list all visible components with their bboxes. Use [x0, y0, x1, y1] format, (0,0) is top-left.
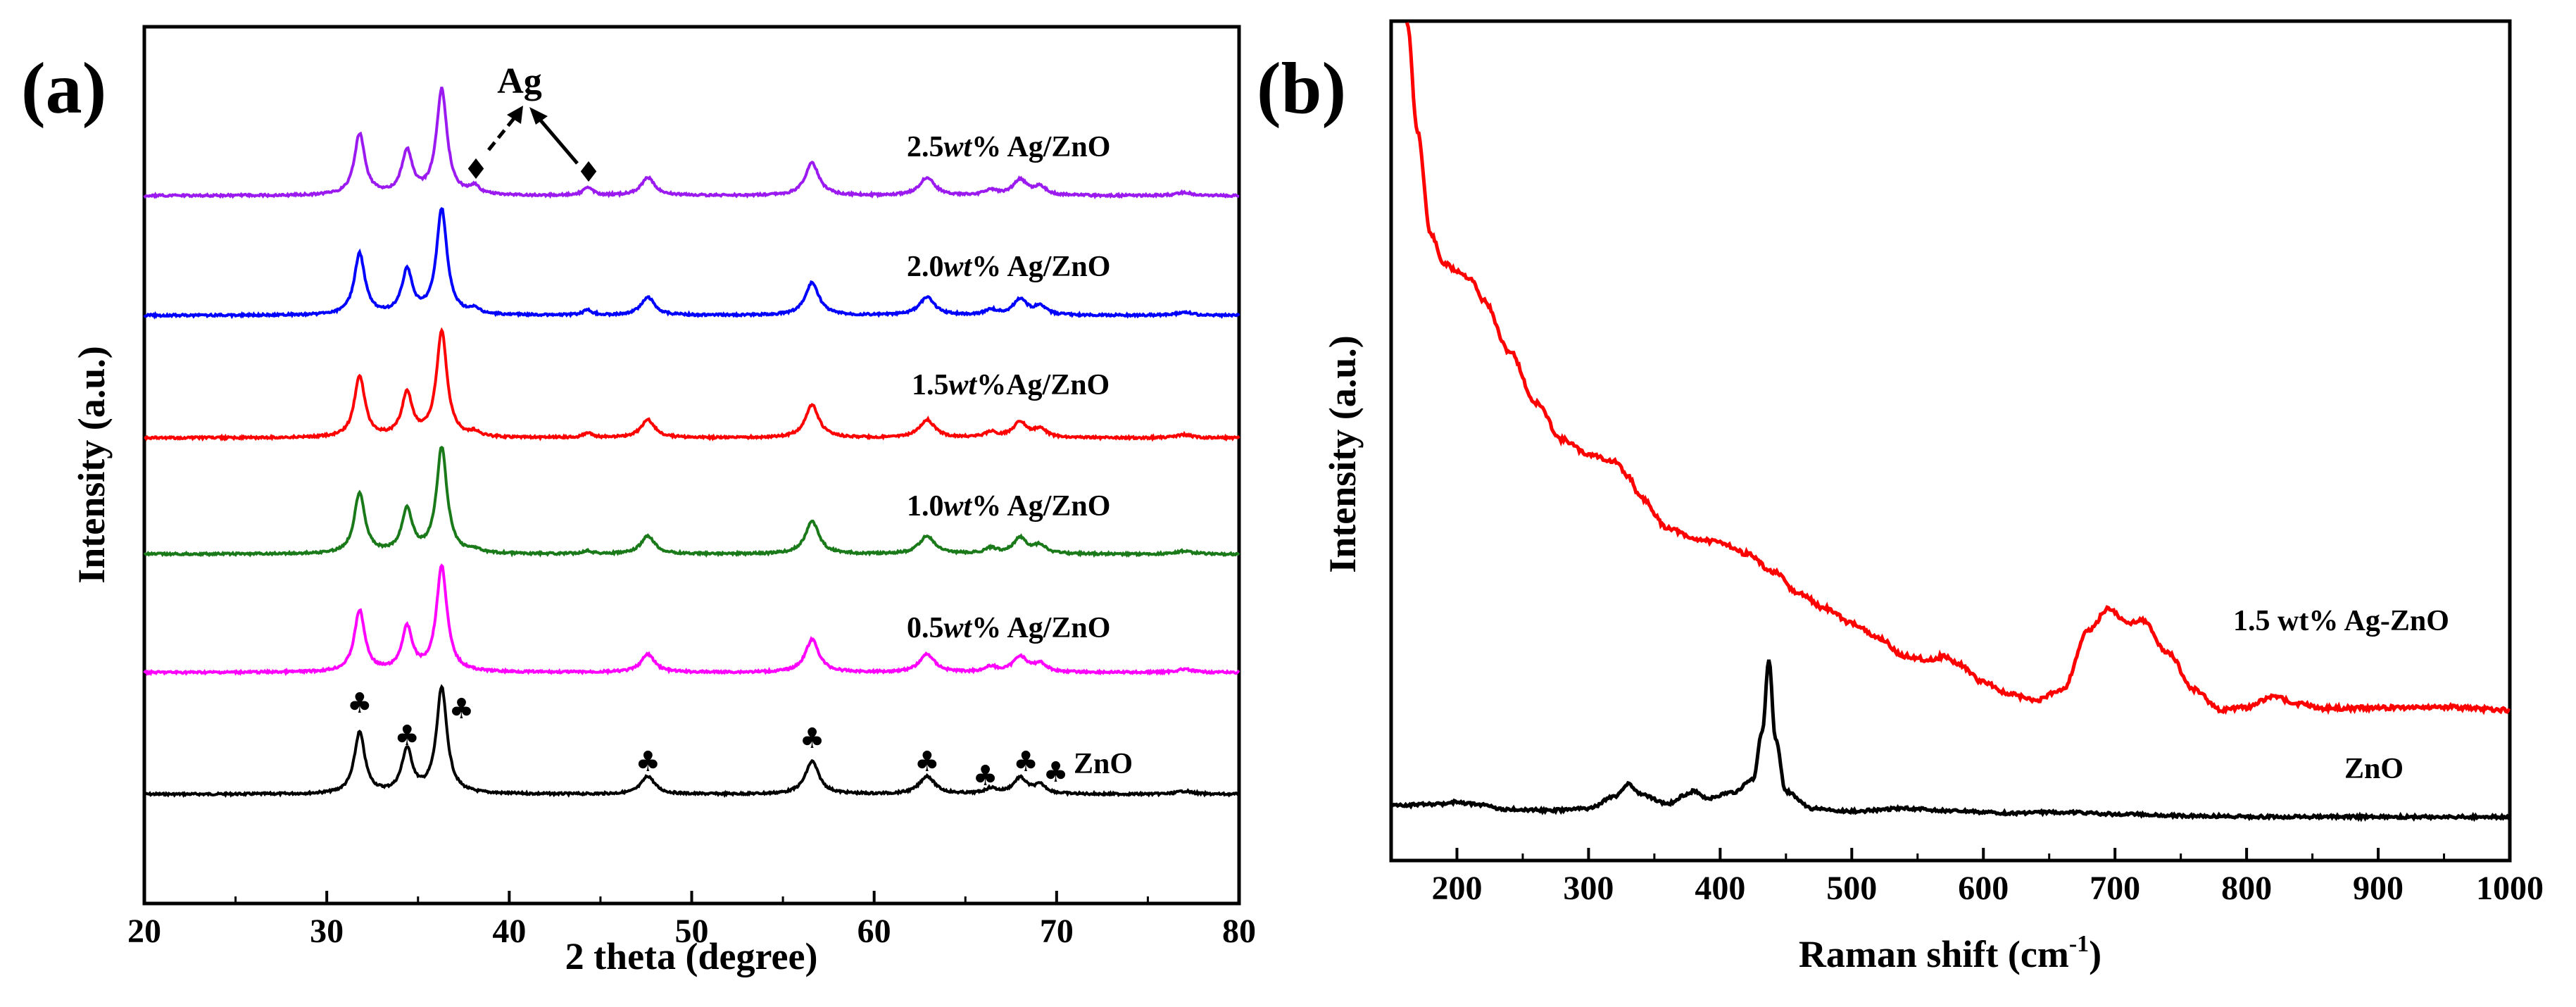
panel-a-y-axis-title: Intensity (a.u.) — [70, 346, 113, 584]
panel-a-tag: (a) — [21, 48, 106, 129]
panel-a-x-tick-label: 20 — [127, 913, 161, 950]
zno-peak-marker: ♣ — [973, 760, 998, 792]
panel-b-x-tick-label: 500 — [1826, 870, 1877, 907]
ag-peak-marker: ♦ — [576, 156, 601, 189]
panel-a-x-tick-label: 30 — [310, 913, 344, 950]
panel-a-x-tick-label: 60 — [857, 913, 891, 950]
ag-annotation-label: Ag — [497, 61, 542, 101]
panel-b-x-tick-label: 400 — [1695, 870, 1745, 907]
panel-b-y-axis-title: Intensity (a.u.) — [1321, 335, 1364, 573]
panel-b-x-tick-label: 1000 — [2476, 870, 2544, 907]
ag-arrow-right — [535, 114, 579, 165]
panel-b: (b) 200 300 400 500 600 700 800 900 1000 1.5 wt%… — [1257, 19, 2544, 975]
panel-a-series — [143, 87, 1240, 799]
zno-peak-marker: ♣ — [347, 687, 372, 720]
ag-peak-marker: ♦ — [463, 154, 489, 186]
xrd-series-label: 1.5wt%Ag/ZnO — [912, 369, 1110, 401]
xrd-series-label: 1.0wt% Ag/ZnO — [907, 490, 1110, 523]
panel-b-tag: (b) — [1257, 48, 1346, 129]
xrd-series-line — [144, 684, 1240, 799]
ag-arrowhead-left — [507, 106, 523, 124]
panel-b-x-tick-label: 700 — [2090, 870, 2140, 907]
series-label-ag-zno-raman: 1.5 wt% Ag-ZnO — [2233, 605, 2449, 637]
xrd-series-label: 0.5wt% Ag/ZnO — [907, 612, 1110, 644]
ag-arrow-left — [487, 113, 519, 151]
xrd-series-label: ZnO — [1074, 748, 1133, 780]
ag-arrowhead-right — [529, 107, 548, 125]
zno-peak-marker: ♣ — [449, 693, 475, 725]
panel-b-x-ticks: 200 300 400 500 600 700 800 900 1000 — [1390, 848, 2544, 907]
panel-a-peak-markers: ♣♣♣♣♣♣ ♣ ♣ ♣ — [347, 687, 1069, 792]
panel-b-series — [1390, 22, 2511, 823]
zno-peak-marker: ♣ — [800, 723, 825, 755]
panel-b-x-tick-label: 600 — [1958, 870, 2009, 907]
panel-a-x-tick-label: 50 — [675, 913, 709, 950]
xrd-series-label: 2.5wt% Ag/ZnO — [907, 131, 1110, 163]
raman-series-line — [1390, 659, 2511, 823]
xrd-series-line — [143, 207, 1240, 320]
zno-peak-marker: ♣ — [1013, 746, 1038, 778]
xrd-series-line — [143, 446, 1240, 558]
panel-b-x-tick-label: 200 — [1431, 870, 1482, 907]
panel-a-x-tick-label: 40 — [492, 913, 526, 950]
zno-peak-marker: ♣ — [394, 720, 420, 752]
panel-a-x-tick-label: 80 — [1222, 913, 1256, 950]
panel-b-x-tick-label: 800 — [2221, 870, 2272, 907]
zno-peak-marker: ♣ — [635, 746, 660, 778]
panel-b-x-axis-title: Raman shift (cm-1) — [1799, 931, 2101, 975]
xrd-series-line — [143, 563, 1240, 677]
zno-peak-marker: ♣ — [915, 746, 940, 778]
raman-series-line — [1405, 22, 2511, 715]
xrd-series-label: 2.0wt% Ag/ZnO — [907, 251, 1110, 283]
series-label-zno-raman: ZnO — [2344, 753, 2404, 785]
panel-a-x-ticks: 20 30 40 50 60 70 80 — [127, 891, 1256, 950]
zno-peak-marker: ♣ — [1043, 756, 1069, 789]
panel-a-x-tick-label: 70 — [1040, 913, 1074, 950]
panel-a-x-axis-title: 2 theta (degree) — [565, 935, 818, 977]
panel-b-x-tick-label: 900 — [2353, 870, 2404, 907]
panel-a-ag-annotation: Ag ♦ ♦ — [463, 61, 601, 189]
xrd-series-line — [143, 87, 1240, 199]
panel-a: (a) 20 30 40 50 60 70 80 ZnO 0.5wt% Ag/ZnO 1.0wt… — [21, 25, 1256, 977]
panel-a-series-labels: ZnO 0.5wt% Ag/ZnO 1.0wt% Ag/ZnO 1.5wt%Ag/Zn… — [907, 131, 1133, 780]
panel-b-frame — [1389, 19, 2512, 863]
xrd-series-line — [144, 327, 1240, 442]
panel-b-x-tick-label: 300 — [1563, 870, 1614, 907]
